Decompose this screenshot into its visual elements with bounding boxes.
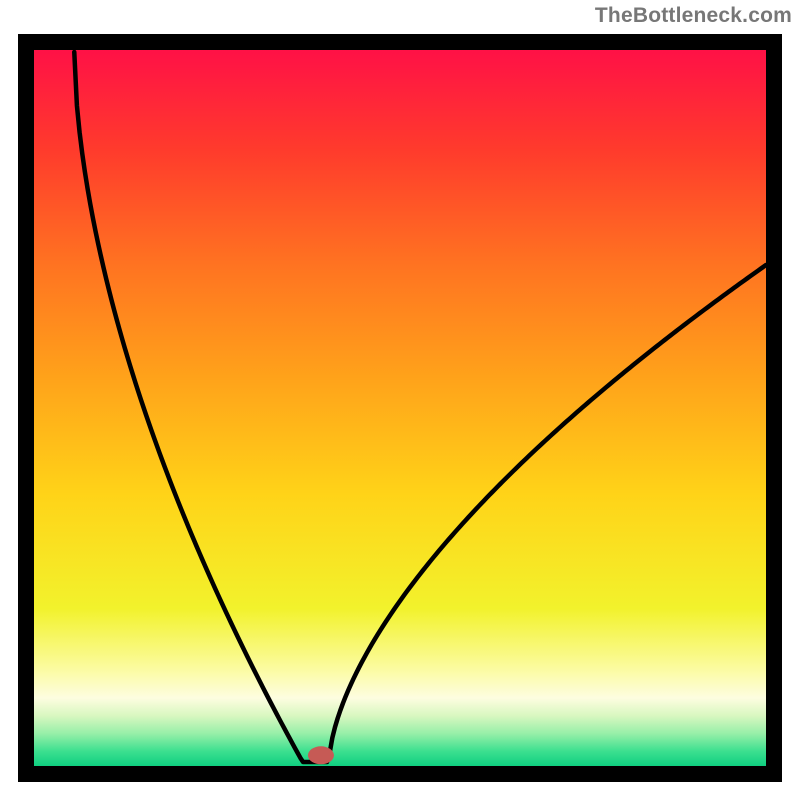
canvas: TheBottleneck.com [0, 0, 800, 800]
bottleneck-plot [34, 50, 766, 766]
minimum-marker [308, 746, 334, 764]
watermark-text: TheBottleneck.com [595, 4, 792, 28]
